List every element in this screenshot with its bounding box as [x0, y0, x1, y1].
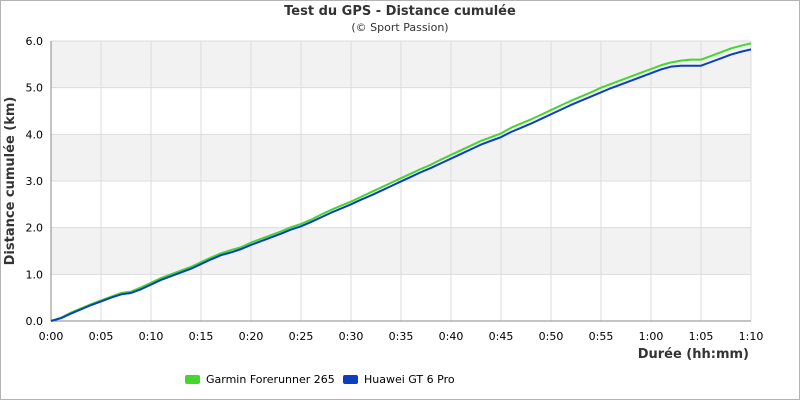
- x-tick-label: 0:45: [489, 330, 514, 343]
- y-tick-label: 2.0: [26, 222, 44, 235]
- legend-swatch-huawei: [343, 375, 358, 384]
- legend-label-garmin: Garmin Forerunner 265: [206, 373, 335, 386]
- y-tick-label: 3.0: [26, 175, 44, 188]
- x-tick-label: 0:50: [539, 330, 564, 343]
- series-line-garmin: [50, 42, 752, 322]
- x-tick-label: 0:00: [39, 330, 64, 343]
- y-tick-label: 0.0: [26, 315, 44, 328]
- y-axis-label: Distance cumulée (km): [3, 97, 18, 266]
- x-tick-label: 0:55: [589, 330, 614, 343]
- legend-swatch-garmin: [185, 375, 200, 384]
- x-tick-label: 0:35: [389, 330, 414, 343]
- x-tick-label: 0:40: [439, 330, 464, 343]
- x-tick-label: 0:05: [89, 330, 114, 343]
- x-tick-label: 0:10: [139, 330, 164, 343]
- chart-subtitle: (© Sport Passion): [351, 21, 449, 34]
- x-tick-label: 0:30: [339, 330, 364, 343]
- legend: Garmin Forerunner 265 Huawei GT 6 Pro: [1, 373, 799, 389]
- series-line-huawei: [50, 48, 752, 322]
- legend-label-huawei: Huawei GT 6 Pro: [364, 373, 455, 386]
- x-tick-label: 1:00: [639, 330, 664, 343]
- legend-item-huawei[interactable]: Huawei GT 6 Pro: [343, 373, 455, 386]
- x-tick-label: 0:15: [189, 330, 214, 343]
- y-tick-label: 1.0: [26, 268, 44, 281]
- x-tick-label: 1:05: [689, 330, 714, 343]
- x-axis-label: Durée (hh:mm): [638, 347, 749, 362]
- y-tick-label: 6.0: [26, 35, 44, 48]
- chart-title: Test du GPS - Distance cumulée: [284, 4, 516, 19]
- x-tick-label: 1:10: [739, 330, 764, 343]
- y-tick-label: 5.0: [26, 82, 44, 95]
- x-tick-label: 0:20: [239, 330, 264, 343]
- legend-item-garmin[interactable]: Garmin Forerunner 265: [185, 373, 335, 386]
- y-tick-label: 4.0: [26, 128, 44, 141]
- x-tick-label: 0:25: [289, 330, 314, 343]
